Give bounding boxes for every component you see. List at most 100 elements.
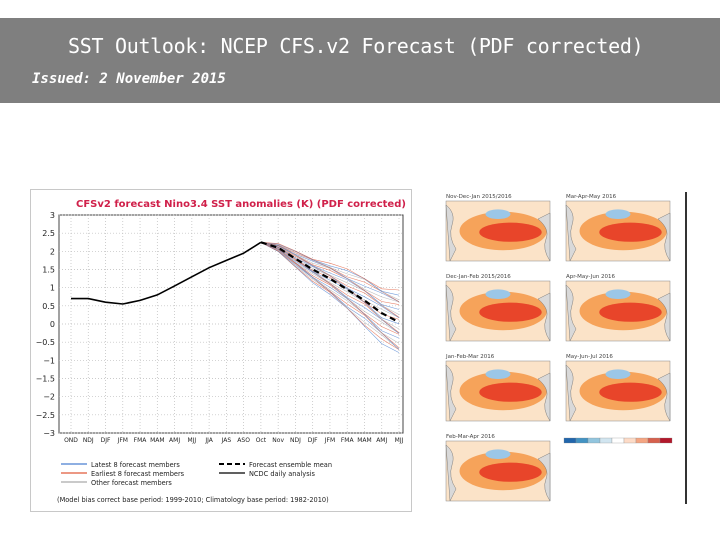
x-tick-label: JJA <box>204 437 213 444</box>
sst-map: May-Jun-Jul 2016 <box>565 354 671 422</box>
land-mass <box>565 364 577 422</box>
map-label: Jan-Feb-Mar 2016 <box>445 354 495 360</box>
slide-title: SST Outlook: NCEP CFS.v2 Forecast (PDF c… <box>68 34 644 58</box>
maps-border <box>685 192 687 504</box>
chart-title: CFSv2 forecast Nino3.4 SST anomalies (K)… <box>76 199 406 210</box>
cool-anomaly <box>485 289 511 299</box>
legend-note: (Model bias correct base period: 1999-20… <box>57 496 329 504</box>
warm-anomaly-core <box>479 222 542 242</box>
colorbar-swatch <box>587 437 601 444</box>
x-tick-label: JFM <box>117 437 128 444</box>
x-tick-label: AMJ <box>169 437 180 444</box>
slide-header: SST Outlook: NCEP CFS.v2 Forecast (PDF c… <box>0 18 720 103</box>
cool-anomaly <box>485 449 511 460</box>
warm-anomaly-core <box>599 382 662 402</box>
map-label: Nov-Dec-Jan 2015/2016 <box>446 194 512 200</box>
map-label: May-Jun-Jul 2016 <box>566 354 613 360</box>
warm-anomaly-core <box>479 302 542 322</box>
land-mass <box>537 372 551 422</box>
observed-analysis-line <box>71 241 262 305</box>
land-mass <box>537 212 551 262</box>
y-tick-label: −1 <box>43 356 55 365</box>
cool-anomaly <box>485 209 511 219</box>
land-mass <box>657 372 671 422</box>
forecast-member-line <box>260 242 400 291</box>
y-tick-label: 0.5 <box>42 302 55 311</box>
land-mass <box>565 284 577 342</box>
land-mass <box>657 212 671 262</box>
x-axis: OND NDJ DJF JFM FMA MAM AMJ MJJ JJA JAS ASO Oct Nov N… <box>64 437 404 444</box>
x-tick-label: MAM <box>357 437 371 444</box>
forecast-member-line <box>260 242 400 303</box>
x-tick-label: OND <box>64 437 78 444</box>
nino34-chart: CFSv2 forecast Nino3.4 SST anomalies (K)… <box>36 199 406 504</box>
issued-date: Issued: 2 November 2015 <box>32 71 226 87</box>
land-mass <box>537 452 551 502</box>
colorbar-swatch <box>623 437 637 444</box>
y-tick-label: 3 <box>50 211 55 220</box>
y-axis: 3 2.5 2 1.5 1 0.5 0 −0.5 −1 −1.5 −2 −2.5 −3 <box>36 211 55 438</box>
land-mass <box>445 204 457 262</box>
colorbar-swatch <box>647 437 661 444</box>
y-tick-label: 2 <box>50 247 55 256</box>
map-label: Apr-May-Jun 2016 <box>566 274 616 280</box>
y-tick-label: 2.5 <box>42 229 55 238</box>
sst-map: Nov-Dec-Jan 2015/2016 <box>445 194 551 262</box>
x-tick-label: DJF <box>101 437 111 444</box>
y-tick-label: −1.5 <box>36 375 55 384</box>
x-tick-label: AMJ <box>376 437 387 444</box>
chart-grid <box>59 214 403 434</box>
x-tick-label: ASO <box>237 437 250 444</box>
x-tick-label: DJF <box>308 437 318 444</box>
colorbar-swatch <box>659 437 673 444</box>
cool-anomaly <box>605 369 631 379</box>
legend-label: Latest 8 forecast members <box>91 461 180 469</box>
legend-label: Other forecast members <box>91 479 172 487</box>
x-tick-label: Oct <box>256 437 267 444</box>
legend-label: Forecast ensemble mean <box>249 461 332 469</box>
y-tick-label: 1.5 <box>42 266 55 275</box>
sst-map: Jan-Feb-Mar 2016 <box>445 354 551 422</box>
warm-anomaly-core <box>599 222 662 242</box>
maps-svg: Nov-Dec-Jan 2015/2016 Mar-Apr-May 2016 Dec… <box>445 194 673 502</box>
warm-anomaly-core <box>479 462 542 482</box>
sst-map: Apr-May-Jun 2016 <box>565 274 671 342</box>
cool-anomaly <box>485 369 511 379</box>
x-tick-label: NDJ <box>290 437 301 444</box>
y-tick-label: −2 <box>43 393 55 402</box>
colorbar-swatch <box>611 437 625 444</box>
y-tick-label: −0.5 <box>36 338 55 347</box>
land-mass <box>537 292 551 342</box>
x-tick-label: MJJ <box>187 437 196 444</box>
map-label: Dec-Jan-Feb 2015/2016 <box>446 274 511 280</box>
chart-legend: Latest 8 forecast members Forecast ensemb… <box>61 461 332 487</box>
chart-series <box>71 241 400 324</box>
map-label: Feb-Mar-Apr 2016 <box>446 434 495 440</box>
x-tick-label: MJJ <box>395 437 404 444</box>
y-tick-label: 1 <box>50 284 55 293</box>
sst-map: Dec-Jan-Feb 2015/2016 <box>445 274 551 342</box>
land-mass <box>445 284 457 342</box>
legend-label: NCDC daily analysis <box>249 470 315 478</box>
forecast-member-line <box>260 242 400 301</box>
x-tick-label: JAS <box>221 437 232 444</box>
x-tick-label: FMA <box>134 437 148 444</box>
colorbar-swatch <box>575 437 589 444</box>
forecast-members <box>260 242 400 353</box>
cool-anomaly <box>605 289 631 299</box>
cool-anomaly <box>605 209 631 219</box>
warm-anomaly-core <box>599 302 662 322</box>
forecast-member-line <box>260 242 400 315</box>
colorbar-swatch <box>563 437 577 444</box>
x-tick-label: JFM <box>324 437 335 444</box>
land-mass <box>657 292 671 342</box>
land-mass <box>565 204 577 262</box>
legend-label: Earliest 8 forecast members <box>91 470 185 478</box>
x-tick-label: MAM <box>150 437 164 444</box>
x-tick-label: NDJ <box>83 437 94 444</box>
land-mass <box>445 444 457 502</box>
colorbar-swatch <box>599 437 613 444</box>
sst-map: Feb-Mar-Apr 2016 <box>445 434 551 502</box>
x-tick-label: FMA <box>341 437 355 444</box>
map-label: Mar-Apr-May 2016 <box>566 194 617 200</box>
